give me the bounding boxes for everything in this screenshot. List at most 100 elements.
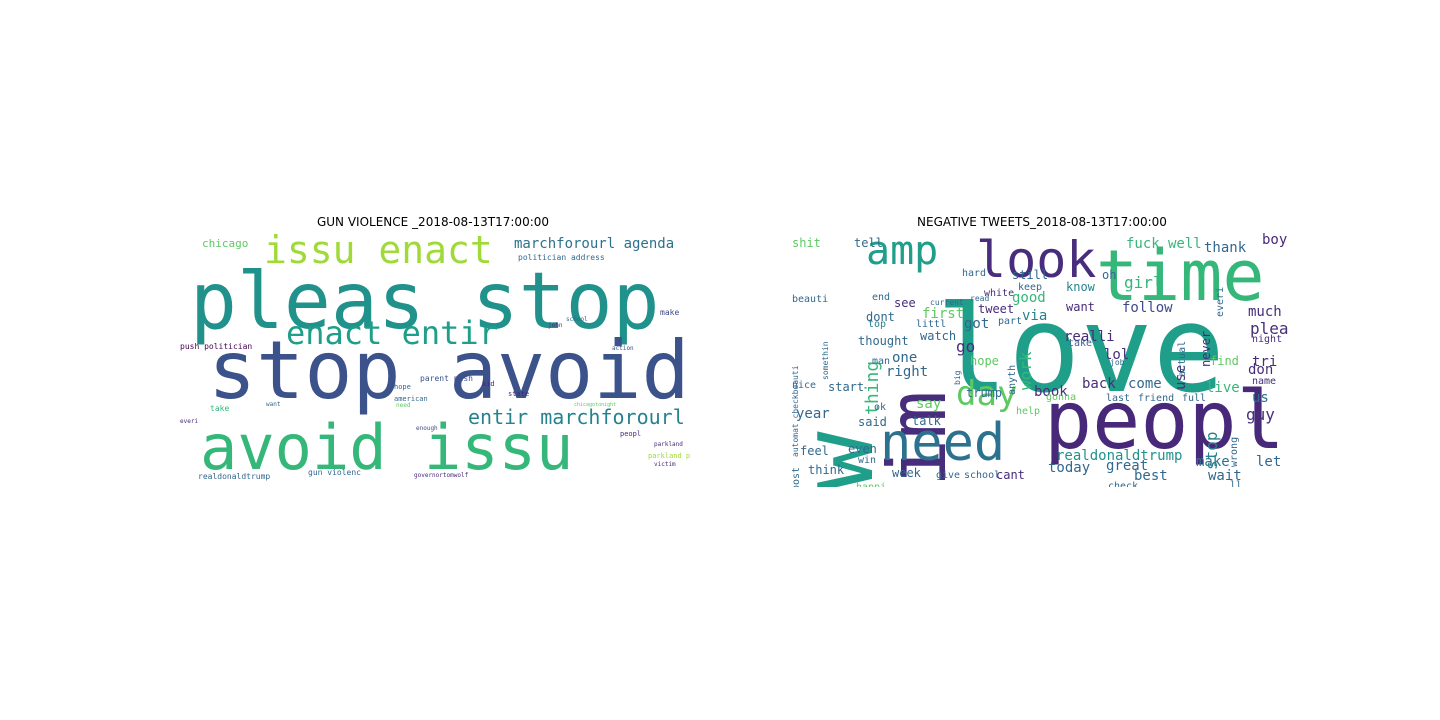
cloud-word: know xyxy=(1066,280,1095,294)
cloud-word: back xyxy=(1082,376,1116,392)
cloud-word: shit xyxy=(792,236,821,250)
cloud-word: action xyxy=(612,345,634,352)
cloud-word: current xyxy=(930,298,964,307)
cloud-word: night xyxy=(1252,334,1283,345)
cloud-word: year xyxy=(796,406,830,422)
cloud-word: littl xyxy=(916,319,947,330)
cloud-word: want xyxy=(266,401,281,408)
cloud-word: john xyxy=(548,322,563,329)
cloud-word: gonna xyxy=(1046,392,1077,403)
cloud-word: thought xyxy=(858,334,909,348)
cloud-word: pleas stop xyxy=(190,257,660,347)
cloud-word: check xyxy=(1108,481,1139,488)
cloud-word: follow xyxy=(1122,300,1173,316)
cloud-word: job xyxy=(1110,358,1125,367)
left-panel-title: GUN VIOLENCE _2018-08-13T17:00:00 xyxy=(316,215,550,229)
cloud-word: well xyxy=(1168,236,1202,252)
cloud-word: take xyxy=(1068,338,1093,349)
cloud-word: week xyxy=(892,466,921,480)
cloud-word: issu enact xyxy=(264,231,493,272)
cloud-word: said xyxy=(858,415,887,429)
cloud-word: boy xyxy=(1262,232,1288,248)
cloud-word: watch xyxy=(920,329,957,343)
cloud-word: ok xyxy=(874,402,887,413)
cloud-word: trump xyxy=(966,386,1003,400)
cloud-word: good xyxy=(1012,290,1046,306)
cloud-word: american xyxy=(394,395,428,403)
cloud-word: tweet xyxy=(978,302,1015,316)
cloud-word: push politician xyxy=(180,342,253,351)
cloud-word: win xyxy=(858,455,877,466)
cloud-word: top xyxy=(868,319,887,330)
cloud-word: find xyxy=(1210,354,1239,368)
cloud-word: white xyxy=(984,288,1015,299)
cloud-word: keep xyxy=(1018,282,1043,293)
cloud-word: time xyxy=(1096,235,1265,317)
cloud-word: post xyxy=(791,466,802,487)
cloud-word: victim xyxy=(654,461,676,468)
cloud-word: realli xyxy=(1064,329,1115,345)
cloud-word: go xyxy=(956,337,976,356)
cloud-word: full xyxy=(1182,393,1207,404)
cloud-word: give xyxy=(936,470,961,481)
cloud-word: much xyxy=(1248,304,1282,320)
cloud-word: enough xyxy=(416,425,438,432)
cloud-word: live xyxy=(1206,380,1240,396)
cloud-word: thank xyxy=(1204,240,1247,256)
cloud-word: one xyxy=(892,350,918,366)
cloud-word: school xyxy=(964,470,1001,481)
cloud-word: entir marchforourl xyxy=(468,405,685,429)
cloud-word: book xyxy=(1034,384,1068,400)
cloud-word: realdonaldtrump xyxy=(1056,448,1183,464)
cloud-word: man xyxy=(872,356,891,367)
cloud-word: realdonaldtrump xyxy=(198,472,271,481)
cloud-word: need xyxy=(880,413,1006,473)
cloud-word: somethin xyxy=(821,341,830,380)
cloud-word: avoid issu xyxy=(200,411,574,484)
cloud-word: talk xyxy=(912,414,941,428)
right-panel-title: NEGATIVE TWEETS_2018-08-13T17:00:00 xyxy=(917,215,1167,229)
cloud-word: last xyxy=(1106,393,1131,404)
cloud-word: actual xyxy=(1177,340,1188,377)
cloud-word: chicagotonight xyxy=(574,402,617,408)
cloud-word: wrong xyxy=(1229,436,1240,467)
cloud-word: wait xyxy=(1208,468,1242,484)
cloud-word: think xyxy=(808,463,845,477)
cloud-word: beauti xyxy=(792,294,829,305)
cloud-word: even xyxy=(848,442,877,456)
cloud-word: don xyxy=(1248,362,1274,378)
left-word-cloud: pleas stop stop avoid avoid issu issu enact… xyxy=(178,231,690,487)
cloud-word: stop xyxy=(1202,431,1221,470)
cloud-word: big xyxy=(953,370,962,385)
cloud-word: feel xyxy=(800,444,829,458)
cloud-word: nice xyxy=(792,380,817,391)
cloud-word: parkland parent xyxy=(648,452,690,460)
cloud-word: best xyxy=(1134,468,1168,484)
cloud-word: end xyxy=(872,292,891,303)
cloud-word: see xyxy=(894,296,916,310)
cloud-word: need xyxy=(396,402,411,409)
cloud-word: today xyxy=(1048,460,1091,476)
cloud-word: hard xyxy=(962,268,987,279)
cloud-word: via xyxy=(1022,308,1048,324)
cloud-word: come xyxy=(1128,376,1162,392)
cloud-word: happi xyxy=(856,483,886,488)
cloud-word: love xyxy=(936,281,1225,420)
cloud-word: dont xyxy=(866,310,895,324)
cloud-word: marchforourl agenda xyxy=(514,236,675,252)
cloud-word: hope xyxy=(970,354,999,368)
cloud-word: guy xyxy=(1246,405,1275,424)
cloud-word: take xyxy=(210,404,230,413)
cloud-word: lol xyxy=(1104,347,1130,363)
cloud-word: everi xyxy=(1215,286,1226,317)
cloud-word: fuck xyxy=(1126,236,1160,252)
cloud-word: still xyxy=(1012,268,1049,282)
cloud-word: read xyxy=(970,294,990,303)
cloud-word: friend xyxy=(1138,393,1175,404)
cloud-word: hope xyxy=(394,383,411,391)
cloud-word: tell xyxy=(854,236,883,250)
cloud-word: girl xyxy=(1124,273,1163,292)
cloud-word: make xyxy=(1196,454,1230,470)
cloud-word: tri xyxy=(1252,354,1278,370)
cloud-word: governortomwolf xyxy=(414,472,469,479)
